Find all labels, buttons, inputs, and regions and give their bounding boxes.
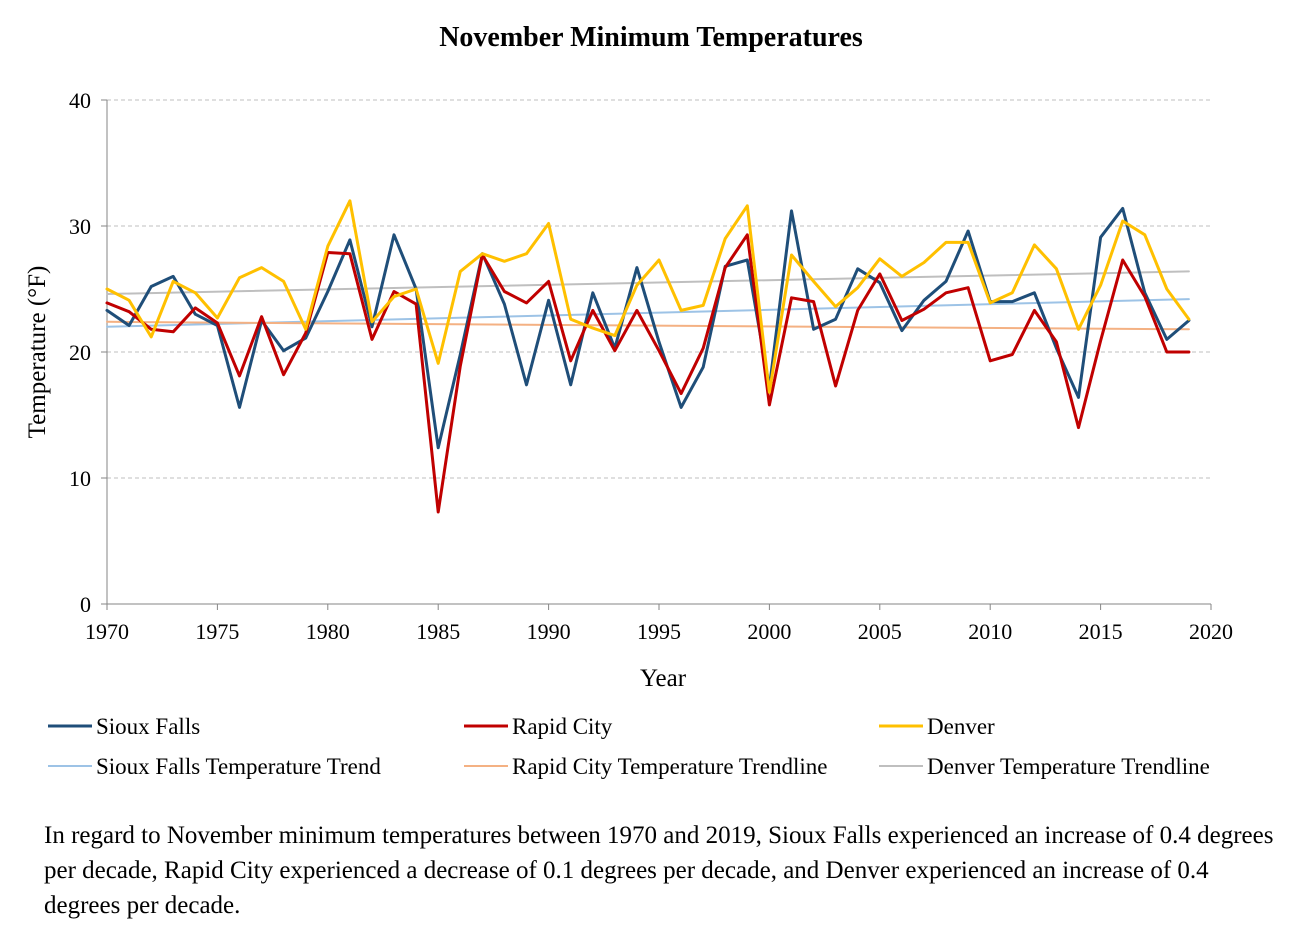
legend-label: Rapid City Temperature Trendline: [512, 754, 827, 779]
legend-item-denver: Denver: [879, 714, 995, 739]
y-tick-label: 30: [69, 214, 91, 239]
legend-label: Denver Temperature Trendline: [927, 754, 1210, 779]
caption-text: In regard to November minimum temperatur…: [44, 822, 1274, 919]
y-tick-label: 20: [69, 340, 91, 365]
legend-item-denver-temperature-trendline: Denver Temperature Trendline: [879, 754, 1210, 779]
legend-item-sioux-falls-temperature-trend: Sioux Falls Temperature Trend: [48, 754, 381, 779]
x-tick-label: 2005: [858, 619, 902, 644]
legend-item-rapid-city-temperature-trendline: Rapid City Temperature Trendline: [464, 754, 827, 779]
legend-label: Sioux Falls Temperature Trend: [96, 754, 381, 779]
axes: 0 10 20 30 40 1970 1975 1980 1985 1990 1995 2000 200…: [69, 88, 1233, 644]
x-axis-title: Year: [640, 665, 687, 692]
rapid-city-temperature-trendline-line: [106, 320, 1190, 331]
x-tick-label: 1975: [195, 619, 239, 644]
x-tick-label: 2020: [1189, 619, 1233, 644]
legend-item-rapid-city: Rapid City: [464, 714, 613, 739]
y-tick-label: 0: [80, 592, 91, 617]
x-tick-label: 1970: [85, 619, 129, 644]
y-tick-label: 10: [69, 466, 91, 491]
chart: November Minimum Temperatures 0 10 20 30 40 1…: [24, 22, 1233, 779]
legend-item-sioux-falls: Sioux Falls: [48, 714, 200, 739]
x-tick-label: 1985: [416, 619, 460, 644]
legend-label: Rapid City: [512, 714, 613, 739]
grid-lines: [107, 99, 1211, 479]
x-tick-label: 1980: [306, 619, 350, 644]
series-lines: [105, 199, 1191, 514]
legend-label: Sioux Falls: [96, 714, 200, 739]
y-tick-label: 40: [69, 88, 91, 113]
sioux-falls-line: [105, 206, 1191, 450]
rapid-city-line: [105, 233, 1191, 514]
denver-line: [105, 199, 1191, 394]
chart-title: November Minimum Temperatures: [439, 22, 863, 53]
legend: Sioux Falls Rapid City Denver Sioux Falls T…: [48, 714, 1210, 779]
x-tick-label: 1990: [527, 619, 571, 644]
x-tick-label: 2015: [1079, 619, 1123, 644]
y-axis-title: Temperature (°F): [24, 266, 51, 439]
x-tick-label: 2010: [968, 619, 1012, 644]
x-tick-label: 2000: [747, 619, 791, 644]
legend-label: Denver: [927, 714, 995, 739]
x-tick-label: 1995: [637, 619, 681, 644]
